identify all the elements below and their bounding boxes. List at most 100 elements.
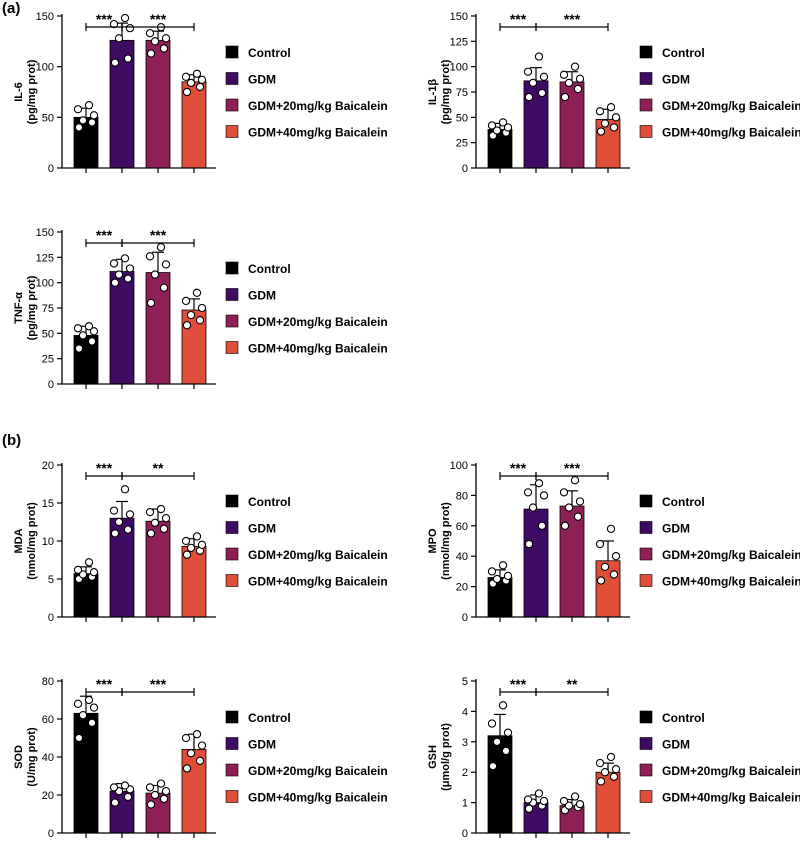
data-point [182,764,192,773]
data-point [534,789,544,798]
y-tick-label: 20 [42,790,54,802]
y-tick-label: 0 [48,612,54,624]
panel-label-b: (b) [2,432,22,449]
data-point [534,479,544,488]
data-point [161,787,171,796]
data-point [150,270,160,279]
data-point [596,576,606,585]
data-point [120,13,130,23]
data-point [539,491,549,500]
data-point [600,562,610,571]
y-axis-label: MPO [427,528,439,554]
legend-label: GDM [662,738,690,752]
data-point [609,123,619,132]
legend-label: GDM+20mg/kg Baicalein [248,548,388,562]
data-point [87,118,97,127]
data-point [492,574,502,584]
y-tick-label: 0 [48,828,54,840]
legend-swatch [639,790,653,803]
y-tick-label: 150 [36,11,54,23]
data-point [195,82,205,92]
y-tick-label: 50 [42,328,54,340]
data-point [596,777,606,786]
data-point [573,84,583,94]
data-point [501,746,511,756]
data-point [534,52,544,61]
y-tick-label: 3 [462,737,468,749]
y-axis-label-unit: (pg/mg prot) [440,59,452,124]
data-point [192,288,202,297]
data-point [156,779,166,788]
data-point [110,278,120,287]
data-point [182,321,192,330]
data-point [181,296,191,306]
legend-label: Control [662,495,705,509]
data-point [192,730,202,739]
data-point [84,695,94,705]
y-axis-label: SOD [13,745,25,769]
data-point [611,765,621,774]
legend-swatch [225,710,239,724]
chart-il1: 0 25 50 75 100 125 150 IL-1β (pg/mg prot) *** *** C… [427,11,800,175]
data-point [564,503,574,512]
y-axis-label-unit: (nmol/mg prot) [26,502,38,580]
legend-swatch [639,763,653,777]
legend-label: Control [248,46,291,60]
y-tick-label: 40 [42,752,54,764]
y-axis-label-unit: (pg/mg prot) [26,59,38,124]
y-tick-label: 20 [42,460,54,472]
data-point [145,29,155,38]
y-tick-label: 80 [456,490,468,502]
data-point [89,327,99,336]
legend-swatch [225,72,239,85]
data-point [89,111,99,120]
data-point [182,550,192,559]
significance-label: *** [150,11,167,27]
data-point [606,103,616,112]
panel-label-a: (a) [2,0,21,17]
data-point [560,521,570,530]
y-tick-label: 0 [462,163,468,175]
data-point [78,116,88,125]
data-point [146,49,156,58]
data-point [524,92,534,102]
data-point [570,792,580,801]
data-point [156,243,166,252]
data-point [120,254,130,263]
significance-label: ** [153,460,164,476]
data-point [123,54,133,63]
data-point [150,37,160,46]
y-tick-label: 150 [450,11,468,23]
significance-label: *** [96,676,113,692]
data-point [528,78,538,88]
legend-label: GDM+40mg/kg Baicalein [248,342,388,356]
data-point [89,703,99,712]
y-axis-label: TNF-α [13,292,25,324]
data-point [488,761,498,771]
data-point [487,567,497,576]
data-point [192,532,202,541]
data-point [181,72,191,81]
significance-label: *** [564,11,581,27]
legend-swatch [639,574,653,587]
data-point [161,260,171,269]
legend-swatch [225,547,239,561]
legend-label: GDM [248,738,276,752]
y-tick-label: 40 [456,551,468,563]
y-axis-label: GSH [427,745,439,769]
chart-sod: 0 20 40 60 80 SOD (U/mg prot) *** *** Control GDM G… [13,676,388,840]
data-point [150,790,160,800]
data-point [528,503,538,512]
data-point [609,570,619,579]
data-point [197,741,207,750]
data-point [559,488,569,497]
data-point [159,283,169,292]
legend-swatch [225,574,239,587]
y-tick-label: 0 [462,612,468,624]
legend-label: Control [248,495,291,509]
data-point [110,798,120,807]
bar [109,271,135,385]
legend-label: GDM+40mg/kg Baicalein [662,575,800,589]
y-tick-label: 100 [36,62,54,74]
